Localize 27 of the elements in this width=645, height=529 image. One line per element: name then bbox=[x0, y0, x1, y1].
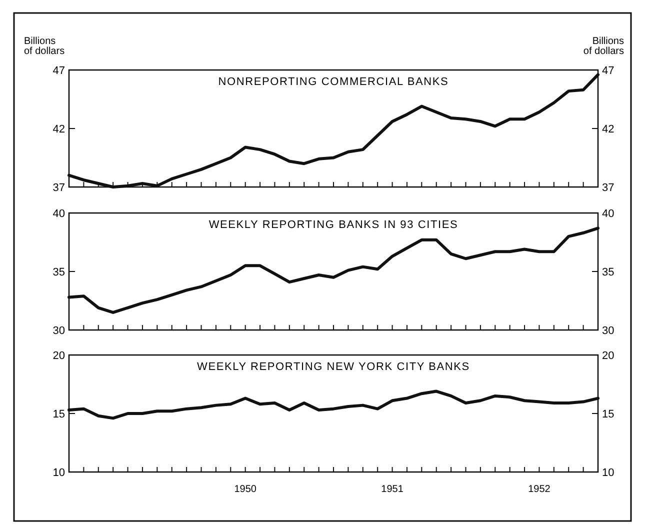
y-axis-title: Billions of dollars bbox=[24, 36, 65, 57]
y-tick-label: 10 bbox=[52, 467, 65, 479]
y2-tick-label: 30 bbox=[602, 325, 614, 337]
y-tick-label: 35 bbox=[52, 266, 65, 278]
y2-tick-label: 10 bbox=[602, 467, 614, 479]
line-series bbox=[68, 73, 600, 188]
x-tick-label: 1952 bbox=[528, 484, 551, 495]
y2-tick-label: 40 bbox=[602, 208, 614, 220]
text: WEEKLY REPORTING BANKS IN 93 CITIES bbox=[208, 219, 458, 231]
y2-tick-label: 20 bbox=[602, 350, 614, 362]
text: NONREPORTING COMMERCIAL BANKS bbox=[218, 76, 449, 88]
y-tick-label: 37 bbox=[52, 182, 65, 194]
y-tick-label: 30 bbox=[52, 325, 65, 337]
y-tick-label: 40 bbox=[52, 208, 65, 220]
x-tick-label: 1951 bbox=[381, 484, 404, 495]
y2-tick-label: 35 bbox=[602, 266, 614, 278]
y2-axis-title: Billions of dollars bbox=[583, 36, 624, 57]
y-tick-label: 15 bbox=[52, 408, 65, 420]
text: WEEKLY REPORTING NEW YORK CITY BANKS bbox=[197, 361, 470, 373]
y-tick-label: 20 bbox=[52, 350, 65, 362]
x-tick-label: 1950 bbox=[234, 484, 257, 495]
y-tick-label: 47 bbox=[52, 65, 65, 77]
y2-tick-label: 15 bbox=[602, 408, 614, 420]
y2-tick-label: 37 bbox=[602, 182, 614, 194]
y2-tick-label: 47 bbox=[602, 65, 614, 77]
y2-tick-label: 42 bbox=[602, 124, 614, 136]
y-tick-label: 42 bbox=[52, 124, 65, 136]
